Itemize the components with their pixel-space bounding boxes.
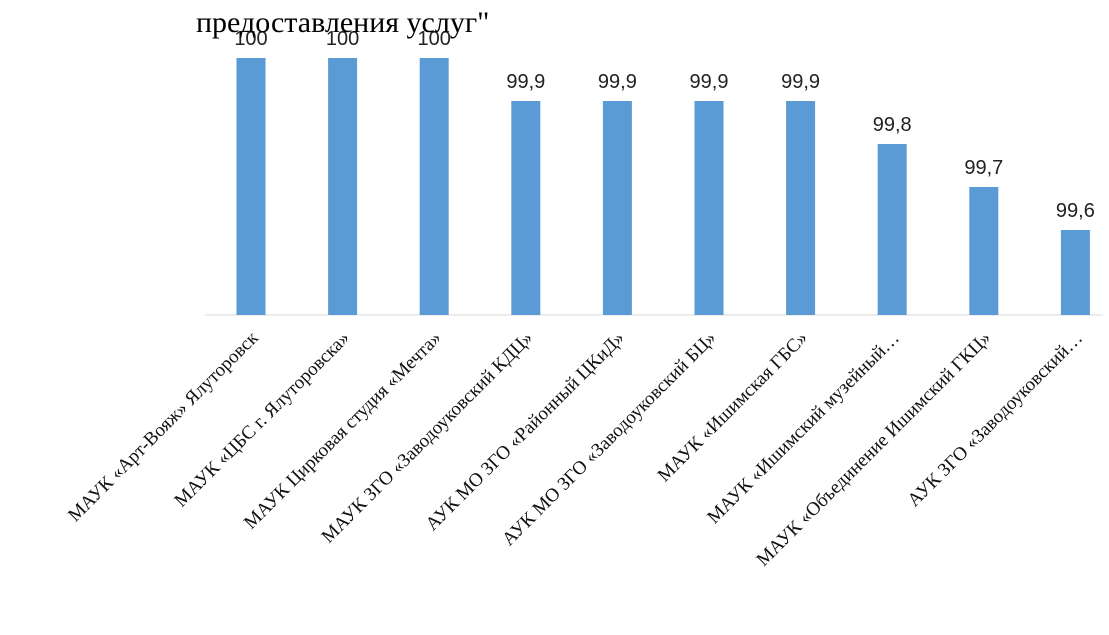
bar-8 xyxy=(877,144,907,315)
bar-4 xyxy=(511,101,541,315)
data-label-5: 99,9 xyxy=(598,71,637,93)
category-label-7: МАУК «Ишимская ГБС» xyxy=(654,328,812,486)
data-label-2: 100 xyxy=(326,28,359,50)
category-label-10: АУК ЗГО «Заводоуковский… xyxy=(904,328,1087,511)
data-label-1: 100 xyxy=(234,28,267,50)
category-label-1: МАУК «Арт-Вояж» Ялуторовск xyxy=(64,327,263,526)
chart-title: предоставления услуг" xyxy=(196,6,490,39)
data-label-6: 99,9 xyxy=(690,71,729,93)
data-label-10: 99,6 xyxy=(1056,200,1095,222)
data-label-3: 100 xyxy=(418,28,451,50)
bar-5 xyxy=(602,101,632,315)
bar-10 xyxy=(1060,230,1090,315)
category-label-3: МАУК Цирковая студия «Мечта» xyxy=(240,328,446,534)
data-label-8: 99,8 xyxy=(873,114,912,136)
bar-1 xyxy=(236,58,266,315)
data-label-7: 99,9 xyxy=(781,71,820,93)
bar-7 xyxy=(786,101,816,315)
category-label-5: АУК МО ЗГО «Районный ЦКиД» xyxy=(422,328,629,535)
bar-3 xyxy=(419,58,449,315)
bar-2 xyxy=(328,58,358,315)
bar-6 xyxy=(694,101,724,315)
bar-9 xyxy=(969,187,999,315)
data-label-9: 99,7 xyxy=(964,157,1003,179)
data-label-4: 99,9 xyxy=(506,71,545,93)
category-label-8: МАУК «Ишимский музейный… xyxy=(703,328,903,528)
category-label-2: МАУК «ЦБС г. Ялуторовска» xyxy=(170,328,354,512)
